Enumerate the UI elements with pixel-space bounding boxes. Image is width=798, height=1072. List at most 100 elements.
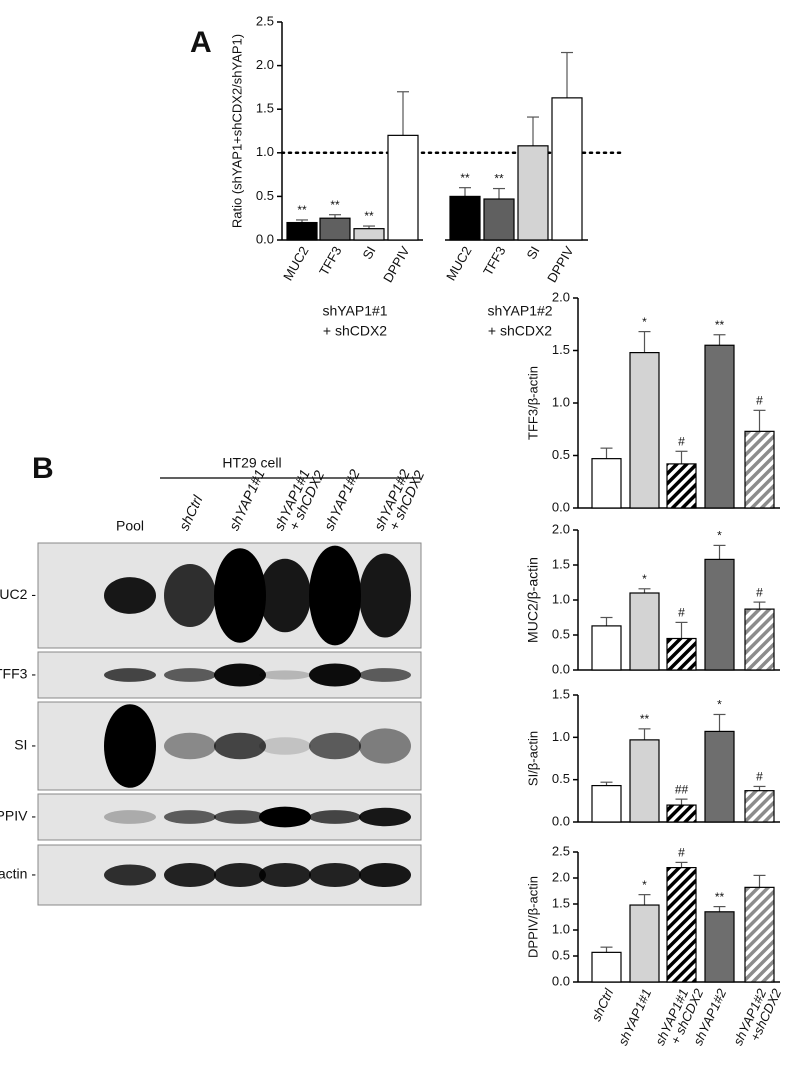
blot-band bbox=[164, 564, 216, 627]
blot-band bbox=[214, 732, 266, 760]
blot-band bbox=[104, 668, 156, 682]
significance-label: * bbox=[642, 315, 647, 329]
y-axis-title: TFF3/β-actin bbox=[525, 366, 540, 440]
blot-band bbox=[104, 577, 156, 614]
blot-title: HT29 cell bbox=[222, 455, 281, 471]
blot-band bbox=[259, 863, 311, 887]
band-label: TFF3 - bbox=[0, 666, 36, 682]
bar bbox=[666, 804, 697, 823]
blot-band bbox=[309, 863, 361, 887]
significance-label: ** bbox=[494, 172, 504, 186]
blot-band bbox=[259, 558, 311, 633]
band-label: DPPIV - bbox=[0, 808, 36, 824]
bar bbox=[483, 198, 515, 241]
bar bbox=[704, 730, 735, 823]
blot-band bbox=[259, 670, 311, 680]
group-label: + shCDX2 bbox=[488, 323, 552, 339]
significance-label: ** bbox=[715, 318, 725, 332]
blot-band bbox=[359, 728, 411, 764]
bar bbox=[704, 558, 735, 671]
blot-band bbox=[259, 806, 311, 828]
blot-band bbox=[359, 668, 411, 682]
y-axis-title: DPPIV/β-actin bbox=[525, 876, 540, 958]
blot-band bbox=[214, 663, 266, 687]
blot-band bbox=[164, 732, 216, 760]
y-tick-label: 1.0 bbox=[552, 921, 570, 936]
y-tick-label: 0.0 bbox=[552, 813, 570, 828]
bar bbox=[551, 97, 583, 241]
blot-band bbox=[104, 810, 156, 824]
y-axis-title: SI/β-actin bbox=[525, 731, 540, 786]
blot-band bbox=[359, 553, 411, 638]
significance-label: ** bbox=[297, 203, 307, 217]
panel-label: A bbox=[190, 26, 212, 59]
bar bbox=[591, 458, 622, 509]
y-tick-label: 0.0 bbox=[552, 499, 570, 514]
y-tick-label: 0.5 bbox=[552, 947, 570, 962]
x-tick-label: MUC2 bbox=[280, 244, 311, 283]
bar bbox=[517, 145, 549, 241]
y-tick-label: 2.5 bbox=[256, 13, 274, 28]
blot-band bbox=[214, 548, 266, 643]
significance-label: ** bbox=[364, 209, 374, 223]
significance-label: ## bbox=[675, 782, 689, 796]
y-tick-label: 1.5 bbox=[552, 556, 570, 571]
x-tick-label: TFF3 bbox=[480, 244, 509, 278]
band-label: β-actin - bbox=[0, 866, 36, 882]
bar bbox=[286, 221, 318, 241]
bar bbox=[666, 637, 697, 671]
bar bbox=[744, 790, 775, 823]
group-label: shYAP1#1 bbox=[322, 303, 387, 319]
bar bbox=[591, 784, 622, 823]
significance-label: # bbox=[756, 585, 763, 599]
lane-label: shYAP1#2 bbox=[321, 467, 363, 533]
blot-band bbox=[214, 810, 266, 824]
blot-band bbox=[309, 663, 361, 687]
lane-label: shCtrl bbox=[176, 492, 206, 533]
significance-label: ** bbox=[330, 198, 340, 212]
bar bbox=[629, 904, 660, 983]
x-tick-label: DPPIV bbox=[380, 243, 413, 285]
group-label: shYAP1#2 bbox=[487, 303, 552, 319]
y-tick-label: 2.5 bbox=[552, 843, 570, 858]
blot-band bbox=[214, 863, 266, 887]
y-tick-label: 1.5 bbox=[256, 101, 274, 116]
bar bbox=[629, 592, 660, 671]
y-tick-label: 1.5 bbox=[552, 342, 570, 357]
x-tick-label: SI bbox=[359, 244, 378, 262]
blot-band bbox=[309, 732, 361, 760]
y-tick-label: 2.0 bbox=[256, 57, 274, 72]
y-tick-label: 0.5 bbox=[552, 771, 570, 786]
significance-label: * bbox=[717, 529, 722, 543]
blot-band bbox=[359, 863, 411, 887]
x-tick-label: SI bbox=[523, 244, 542, 262]
x-tick-label: TFF3 bbox=[316, 244, 345, 278]
significance-label: * bbox=[642, 572, 647, 586]
significance-label: # bbox=[678, 434, 685, 448]
blot-band bbox=[259, 737, 311, 755]
significance-label: # bbox=[678, 606, 685, 620]
western-blot bbox=[37, 542, 422, 906]
significance-label: * bbox=[717, 698, 722, 712]
blot-band bbox=[164, 668, 216, 682]
x-tick-label: shYAP1#1 bbox=[615, 986, 654, 1047]
band-label: MUC2 - bbox=[0, 586, 36, 602]
bar bbox=[666, 463, 697, 509]
bar bbox=[704, 344, 735, 509]
blot-band bbox=[309, 810, 361, 824]
bar bbox=[449, 195, 481, 241]
y-tick-label: 0.0 bbox=[552, 973, 570, 988]
significance-label: # bbox=[678, 846, 685, 860]
blot-band bbox=[164, 810, 216, 824]
significance-label: ** bbox=[715, 890, 725, 904]
y-tick-label: 2.0 bbox=[552, 869, 570, 884]
significance-label: # bbox=[756, 394, 763, 408]
bar bbox=[744, 608, 775, 671]
band-label: SI - bbox=[14, 737, 36, 753]
significance-label: * bbox=[642, 878, 647, 892]
y-tick-label: 0.0 bbox=[256, 231, 274, 246]
bar bbox=[704, 911, 735, 983]
y-tick-label: 1.0 bbox=[552, 729, 570, 744]
panel-label: B bbox=[32, 452, 54, 485]
